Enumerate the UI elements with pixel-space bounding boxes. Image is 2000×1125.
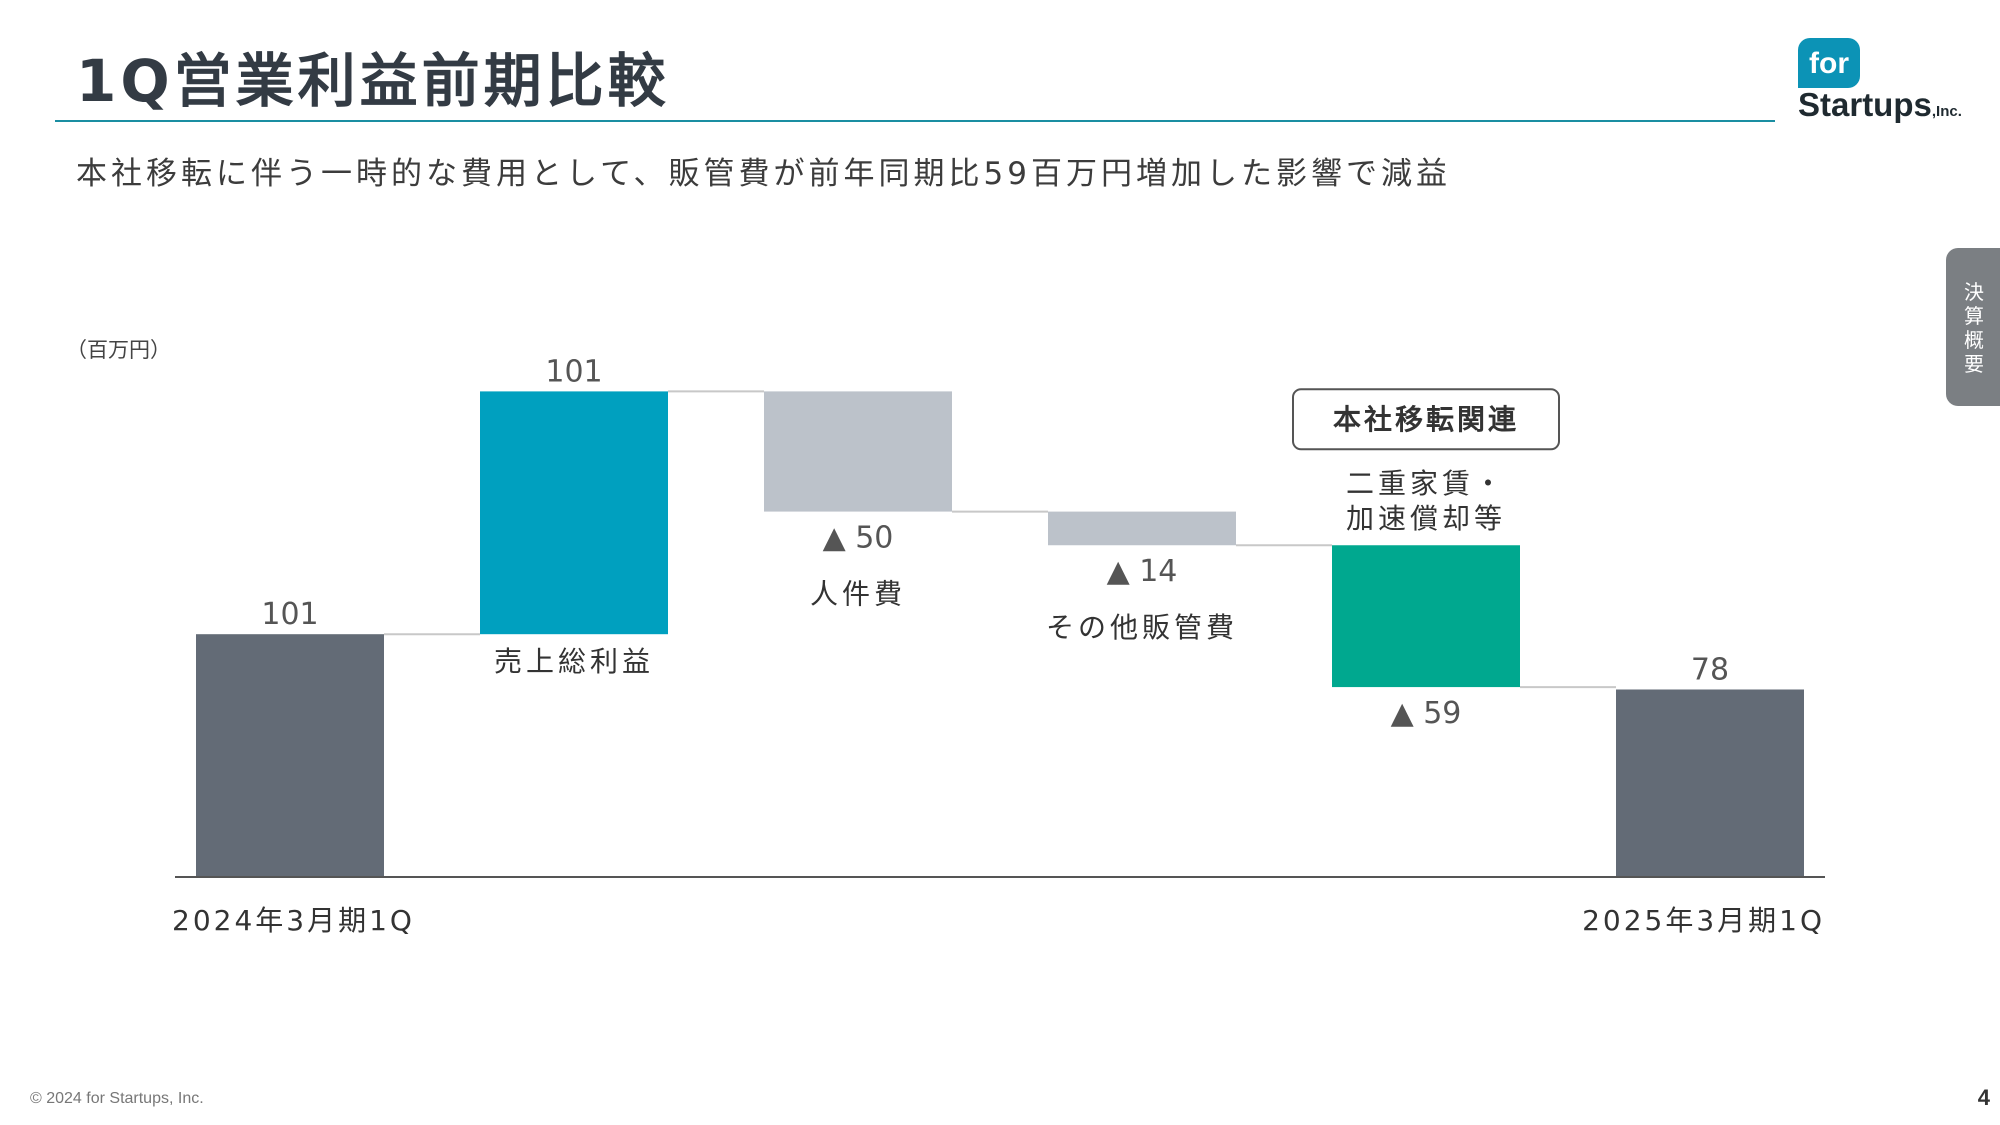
data-label: ▲ 14: [1107, 554, 1178, 589]
x-tick-label: 2025年3月期1Q: [1582, 904, 1825, 937]
category-label: その他販管費: [1046, 611, 1238, 644]
bar: [764, 391, 952, 512]
section-tab[interactable]: 決算概要: [1946, 248, 2000, 406]
chart-unit-label: （百万円）: [66, 338, 171, 362]
bar: [1616, 689, 1804, 877]
callout-box: [1292, 388, 1560, 451]
category-label: 売上総利益: [494, 645, 654, 678]
page-subtitle: 本社移転に伴う一時的な費用として、販管費が前年同期比59百万円増加した影響で減益: [76, 156, 1451, 192]
logo-badge: for: [1798, 38, 1860, 88]
callout-line: 二重家賃・: [1346, 467, 1506, 500]
page-title: 1Q営業利益前期比較: [76, 47, 670, 115]
logo-wordmark: Startups,Inc.: [1798, 86, 1962, 124]
data-label: 78: [1691, 652, 1729, 687]
bar: [1332, 545, 1520, 688]
callout-title: 本社移転関連: [1333, 403, 1519, 436]
data-label: ▲ 50: [823, 521, 894, 556]
bar: [480, 391, 668, 635]
data-label: 101: [261, 597, 318, 632]
page-number: 4: [1977, 1085, 1990, 1110]
callout-line: 加速償却等: [1346, 502, 1506, 535]
company-logo: for Startups,Inc.: [1798, 38, 1973, 128]
bar: [1048, 511, 1236, 546]
section-tab-label: 決算概要: [1964, 280, 1984, 376]
x-tick-label: 2024年3月期1Q: [172, 904, 415, 937]
title-underline: [55, 120, 1775, 122]
logo-suffix: ,Inc.: [1931, 103, 1962, 120]
logo-name: Startups: [1798, 86, 1932, 123]
copyright: © 2024 for Startups, Inc.: [30, 1090, 204, 1107]
data-label: ▲ 59: [1391, 696, 1462, 731]
category-label: 人件費: [810, 578, 906, 611]
data-label: 101: [545, 354, 602, 389]
bar: [196, 634, 384, 877]
